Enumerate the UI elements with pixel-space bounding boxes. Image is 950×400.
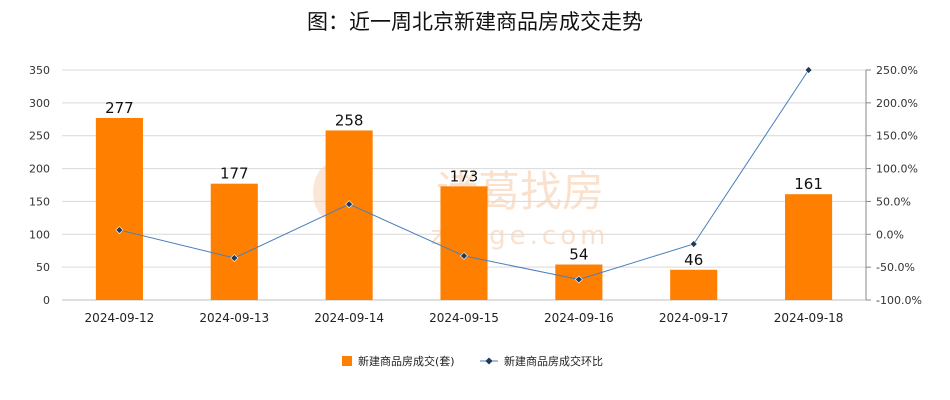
y-left-tick-label: 200 <box>29 163 50 176</box>
legend-label-line: 新建商品房成交环比 <box>504 354 603 368</box>
x-tick-label: 2024-09-13 <box>199 311 269 325</box>
bar-data-label: 46 <box>684 251 703 269</box>
y-left-tick-label: 100 <box>29 228 50 241</box>
line-point <box>689 240 698 248</box>
x-tick-label: 2024-09-15 <box>429 311 499 325</box>
bar-data-label: 277 <box>105 99 134 117</box>
y-right-tick-label: 100.0% <box>876 163 918 176</box>
y-right-tick-label: 50.0% <box>876 195 911 208</box>
bar <box>785 194 833 300</box>
x-tick-label: 2024-09-12 <box>85 311 155 325</box>
x-tick-label: 2024-09-14 <box>314 311 384 325</box>
x-tick-label: 2024-09-18 <box>774 311 844 325</box>
line-point <box>574 275 583 284</box>
legend-label-bar: 新建商品房成交(套) <box>358 354 455 368</box>
line-point <box>460 251 468 260</box>
legend-swatch-bar <box>342 356 352 366</box>
y-left-tick-label: 0 <box>43 294 50 307</box>
y-right-tick-label: -50.0% <box>876 261 915 274</box>
y-right-tick-label: -100.0% <box>876 294 922 307</box>
bar <box>95 117 143 300</box>
bar <box>670 269 718 300</box>
x-tick-label: 2024-09-16 <box>544 311 614 325</box>
bar-data-label: 177 <box>220 165 249 183</box>
y-right-tick-label: 150.0% <box>876 130 918 143</box>
chart-title: 图：近一周北京新建商品房成交走势 <box>307 10 643 34</box>
y-right-tick-label: 0.0% <box>876 228 904 241</box>
y-right-tick-label: 200.0% <box>876 97 918 110</box>
bar-data-label: 54 <box>569 246 588 264</box>
y-left-tick-label: 150 <box>29 195 50 208</box>
legend-marker-line <box>485 357 493 365</box>
y-left-tick-label: 50 <box>36 261 50 274</box>
x-tick-label: 2024-09-17 <box>659 311 729 325</box>
line-point <box>230 254 239 262</box>
bar <box>440 186 488 300</box>
y-left-tick-label: 300 <box>29 97 50 110</box>
y-left-tick-label: 350 <box>29 64 50 77</box>
line-point <box>345 200 354 209</box>
line-point <box>115 226 124 234</box>
bar <box>325 130 373 300</box>
bar-data-label: 161 <box>794 175 823 193</box>
y-left-tick-label: 250 <box>29 130 50 143</box>
line-point <box>804 66 813 74</box>
bar-data-label: 173 <box>450 167 479 185</box>
y-right-tick-label: 250.0% <box>876 64 918 77</box>
bar-data-label: 258 <box>335 111 364 129</box>
bar <box>210 183 258 300</box>
